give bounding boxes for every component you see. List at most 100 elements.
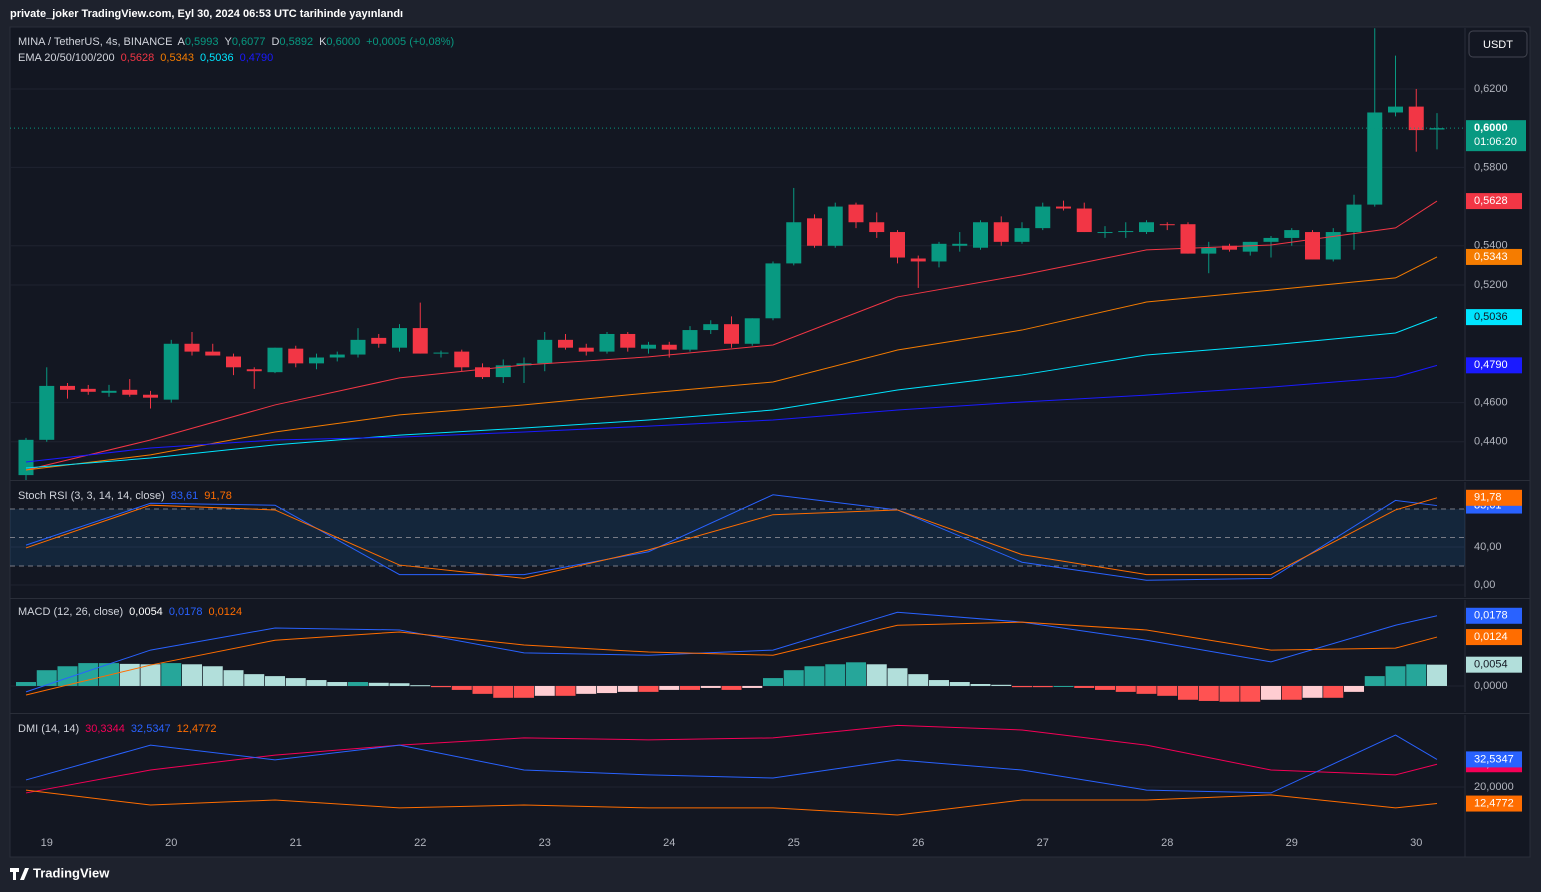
series-line <box>25 497 1438 579</box>
legend-value: 91,78 <box>204 490 232 502</box>
y-tick-label: 0,0000 <box>1474 680 1508 692</box>
candle-body <box>1180 224 1196 254</box>
y-tick-label: 0,4600 <box>1474 396 1508 408</box>
histogram-bar <box>617 685 638 692</box>
histogram-bar <box>1157 685 1178 696</box>
current-price-label: 0,6000 <box>1474 122 1508 134</box>
histogram-bar <box>119 663 140 686</box>
candle-body <box>80 388 96 392</box>
histogram-bar <box>991 684 1012 686</box>
candle-body <box>537 339 553 364</box>
band-fill <box>10 508 1465 567</box>
histogram-bar <box>182 664 202 686</box>
legend-value: 32,5347 <box>131 723 171 735</box>
candle-body <box>454 351 470 368</box>
histogram-bar <box>1012 685 1032 688</box>
x-tick-label: 29 <box>1286 837 1298 849</box>
candle-body <box>661 344 677 350</box>
histogram-bar <box>763 678 783 686</box>
y-tick-label: 0,00 <box>1474 579 1495 591</box>
candle-body <box>1263 237 1279 242</box>
candle-body <box>1076 208 1092 233</box>
candle-body <box>724 324 739 344</box>
legend-letter: D <box>271 36 279 48</box>
histogram-bar <box>638 685 659 692</box>
candle-body <box>1118 231 1134 233</box>
series-line <box>25 200 1438 471</box>
candle-body <box>329 354 345 358</box>
y-tick-label: 0,6200 <box>1474 83 1508 95</box>
histogram-bar <box>368 682 389 686</box>
series-line <box>25 494 1438 581</box>
candle-body <box>952 243 968 246</box>
histogram-bar <box>846 662 866 686</box>
series-line <box>25 734 1438 794</box>
candle-body <box>641 344 656 349</box>
x-tick-label: 21 <box>290 837 302 849</box>
histogram-bar <box>825 664 846 686</box>
histogram-bar <box>285 678 306 686</box>
histogram-bar <box>36 670 57 686</box>
histogram-bar <box>700 685 721 688</box>
histogram-bar <box>1115 685 1136 692</box>
candle-body <box>1284 230 1300 238</box>
candle-body <box>807 218 822 246</box>
x-tick-label: 27 <box>1037 837 1049 849</box>
candle-body <box>1097 232 1113 234</box>
legend-title: MINA / TetherUS, 4s, BINANCE <box>18 36 172 48</box>
histogram-bar <box>1053 685 1074 687</box>
histogram-bar <box>1302 685 1323 698</box>
legend: DMI (14, 14) 30,3344 32,5347 12,4772 <box>18 723 216 735</box>
histogram-bar <box>970 684 991 686</box>
candle-body <box>39 385 55 440</box>
candle-body <box>890 232 905 258</box>
legend-title: EMA 20/50/100/200 <box>18 52 115 64</box>
candle-body <box>392 328 407 348</box>
histogram-bar <box>451 685 472 690</box>
axis-label-box <box>1466 357 1522 374</box>
candle-body <box>18 439 34 476</box>
currency-label[interactable]: USDT <box>1483 39 1513 51</box>
candle-body <box>1325 232 1341 260</box>
candle-body <box>60 385 75 390</box>
axis-label-box <box>1466 751 1522 768</box>
candle-body <box>869 222 885 233</box>
candle-body <box>495 365 511 378</box>
axis-label-box <box>1466 656 1522 673</box>
candle-body <box>122 389 138 395</box>
header-text: private_joker TradingView.com, Eyl 30, 2… <box>10 8 403 20</box>
histogram-bar <box>202 666 223 686</box>
histogram-bar <box>866 664 887 686</box>
candle-body <box>1346 204 1362 233</box>
candle-body <box>765 263 781 319</box>
legend-value: 0,4790 <box>240 52 274 64</box>
histogram-bar <box>721 685 742 690</box>
axis-label-box <box>1466 607 1522 624</box>
series-line <box>25 316 1438 469</box>
legend-main: MINA / TetherUS, 4s, BINANCE A0,5993 Y0,60… <box>18 36 454 48</box>
histogram-bar <box>555 685 576 696</box>
x-tick-label: 22 <box>414 837 426 849</box>
histogram-bar <box>1178 685 1198 700</box>
x-tick-label: 26 <box>912 837 924 849</box>
currency-button[interactable] <box>1468 30 1528 58</box>
histogram-bar <box>1198 685 1219 701</box>
legend-ema: EMA 20/50/100/200 0,5628 0,5343 0,5036 0,479… <box>18 52 273 64</box>
histogram-bar <box>949 682 970 686</box>
histogram-bar <box>140 664 161 686</box>
legend-title: MACD (12, 26, close) <box>18 606 123 618</box>
histogram-bar <box>161 663 182 686</box>
axis-label-box <box>1466 795 1522 812</box>
candle-body <box>910 258 926 262</box>
histogram-bar <box>804 666 825 686</box>
histogram-bar <box>348 682 368 686</box>
histogram-bar <box>1364 676 1385 686</box>
legend-change: +0,0005 (+0,08%) <box>366 36 454 48</box>
current-price-box <box>1466 120 1526 152</box>
axis-label-box <box>1466 629 1522 646</box>
candle-body <box>682 330 698 350</box>
histogram-bar <box>1427 664 1447 686</box>
histogram-bar <box>1095 685 1115 690</box>
legend-title: Stoch RSI (3, 3, 14, 14, close) <box>18 490 165 502</box>
